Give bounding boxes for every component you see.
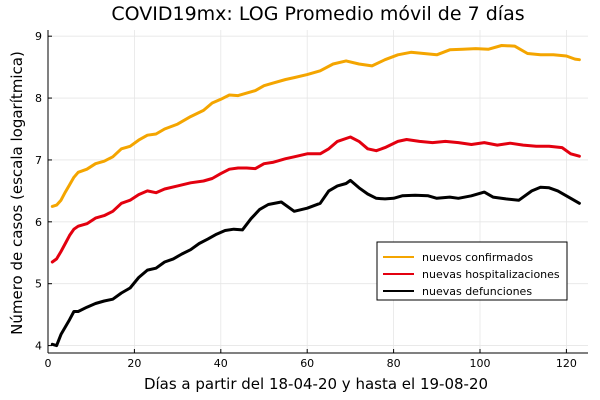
axes — [47, 30, 588, 354]
y-tick-label: 7 — [35, 154, 42, 167]
series-lines — [50, 44, 581, 348]
chart-title: COVID19mx: LOG Promedio móvil de 7 días — [111, 3, 524, 25]
series-line-1 — [50, 44, 581, 208]
x-tick-label: 60 — [300, 357, 314, 370]
grid — [47, 30, 588, 353]
x-tick-label: 100 — [470, 357, 491, 370]
y-tick-label: 5 — [35, 278, 42, 291]
y-axis-ticks: 4 5 6 7 8 9 — [35, 30, 52, 353]
y-axis-title: Número de casos (escala logarítmica) — [8, 51, 26, 335]
legend-label: nuevos confirmados — [422, 251, 533, 264]
x-tick-label: 120 — [556, 357, 577, 370]
x-tick-label: 20 — [127, 357, 141, 370]
x-axis-ticks: 0 20 40 60 80 100 120 — [45, 349, 577, 370]
legend: nuevos confirmados nuevas hospitalizacion… — [376, 241, 568, 301]
y-tick-label: 9 — [35, 30, 42, 43]
series-line-3 — [50, 178, 581, 348]
legend-label: nuevas defunciones — [422, 285, 532, 298]
x-axis-title: Días a partir del 18-04-20 y hasta el 19… — [144, 375, 488, 393]
y-tick-label: 8 — [35, 92, 42, 105]
y-tick-label: 6 — [35, 216, 42, 229]
y-tick-label: 4 — [35, 340, 42, 353]
series-line-2 — [50, 135, 581, 264]
x-tick-label: 40 — [214, 357, 228, 370]
legend-label: nuevas hospitalizaciones — [422, 268, 560, 281]
x-tick-label: 0 — [45, 357, 52, 370]
x-tick-label: 80 — [387, 357, 401, 370]
legend-items: nuevos confirmados nuevas hospitalizacion… — [383, 251, 560, 298]
